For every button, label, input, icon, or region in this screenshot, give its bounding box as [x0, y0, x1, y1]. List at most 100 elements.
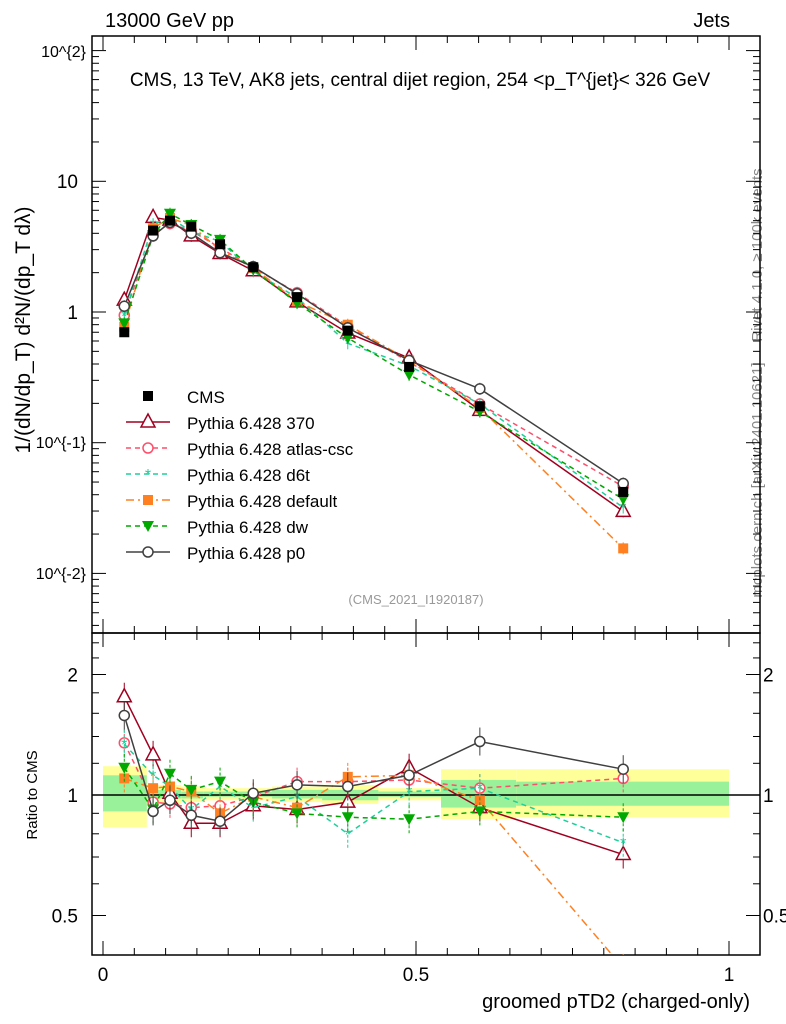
y-tick-label: 1 — [67, 303, 78, 324]
marker-star: * — [145, 467, 151, 484]
marker-triangle — [116, 687, 133, 703]
marker-data — [215, 239, 226, 250]
y-tick-label: 10^{2} — [41, 44, 87, 61]
ratio-tick-label-right: 2 — [763, 666, 774, 687]
ratio-series-dw — [118, 753, 630, 834]
y-tick-label: 10^{-1} — [36, 435, 87, 452]
marker-triangle-down — [185, 784, 198, 796]
marker-data — [164, 215, 175, 226]
marker-star: * — [121, 309, 127, 326]
marker-circle — [185, 809, 198, 822]
marker-triangle-down — [617, 812, 630, 824]
y-axis-label: 1/(dN/dp_T) d²N/(dp_T dλ) — [12, 206, 35, 453]
marker-data — [148, 225, 159, 236]
series-dw — [118, 207, 630, 506]
marker-star: * — [345, 336, 351, 353]
marker-triangle-down — [214, 776, 227, 788]
x-tick-label: 0 — [98, 965, 109, 986]
series-line — [123, 212, 624, 500]
legend-label-cms: CMS — [187, 388, 225, 407]
marker-square — [148, 783, 159, 794]
marker-circle — [147, 805, 159, 818]
marker-triangle-down — [341, 812, 354, 824]
x-tick-label: 1 — [724, 965, 735, 986]
marker-circle — [118, 709, 131, 722]
marker-triangle-down — [473, 806, 486, 818]
ratio-band-stat — [203, 791, 235, 797]
marker-triangle-down — [142, 521, 154, 532]
legend-label: Pythia 6.428 d6t — [187, 466, 310, 485]
marker-star: * — [477, 781, 483, 798]
mcplots-label: mcplots.cern.ch [arXiv:2401.10621] — [749, 362, 766, 597]
header-right: Jets — [693, 10, 730, 32]
marker-data — [143, 391, 153, 401]
analysis-label: (CMS_2021_I1920187) — [348, 592, 483, 607]
legend: CMS Pythia 6.428 370 Pythia 6.428 atlas-cs… — [126, 388, 354, 563]
marker-circle — [142, 546, 154, 558]
marker-square — [143, 495, 153, 505]
marker-circle — [474, 383, 486, 395]
ratio-tick-label-right: 0.5 — [763, 907, 786, 928]
marker-triangle-down — [118, 318, 131, 330]
ratio-tick-label: 1 — [67, 786, 78, 807]
marker-star: * — [121, 737, 127, 754]
marker-triangle — [614, 844, 632, 861]
rivet-label: Rivet 4.1.0, ≥ 100k events — [749, 168, 766, 341]
marker-triangle-down — [163, 768, 176, 780]
legend-label: Pythia 6.428 p0 — [187, 544, 305, 563]
y-tick-label: 10 — [57, 172, 78, 193]
ratio-tick-label: 0.5 — [52, 907, 78, 928]
series-cms — [119, 215, 629, 497]
marker-data — [292, 292, 303, 303]
marker-triangle-down — [118, 762, 131, 774]
marker-star: * — [620, 836, 626, 853]
marker-data — [119, 327, 130, 338]
marker-square — [119, 773, 130, 784]
marker-circle — [617, 763, 629, 775]
marker-circle — [214, 815, 226, 827]
marker-data — [404, 361, 415, 372]
marker-square — [618, 543, 629, 554]
marker-circle — [247, 787, 259, 800]
marker-triangle-down — [291, 808, 304, 820]
marker-circle — [403, 769, 415, 782]
marker-triangle-down — [617, 494, 630, 506]
marker-circle — [164, 794, 176, 807]
marker-data — [342, 325, 353, 336]
marker-star: * — [345, 827, 351, 844]
chart-title: CMS, 13 TeV, AK8 jets, central dijet reg… — [130, 70, 711, 91]
marker-triangle — [139, 412, 157, 428]
marker-triangle — [144, 745, 162, 761]
legend-label: Pythia 6.428 atlas-csc — [187, 440, 354, 459]
marker-star: * — [406, 785, 412, 802]
marker-circle — [474, 735, 486, 748]
marker-data — [474, 401, 485, 412]
marker-triangle-down — [341, 332, 354, 344]
ratio-band-stat — [516, 781, 729, 806]
y-tick-label: 10^{-2} — [36, 566, 87, 583]
header-left: 13000 GeV pp — [105, 10, 234, 32]
series-line — [123, 217, 624, 509]
marker-circle — [142, 442, 154, 454]
legend-label: Pythia 6.428 dw — [187, 518, 309, 537]
marker-data — [186, 221, 197, 232]
marker-triangle-down — [403, 369, 416, 381]
marker-data — [618, 486, 629, 497]
ratio-band-stat — [378, 791, 442, 797]
marker-square — [618, 963, 628, 973]
ratio-y-axis-label: Ratio to CMS — [24, 750, 41, 839]
ratio-series-p0 — [118, 701, 629, 836]
legend-label: Pythia 6.428 370 — [187, 414, 315, 433]
legend-label: Pythia 6.428 default — [187, 492, 338, 511]
ratio-frame — [91, 632, 761, 956]
marker-circle — [118, 300, 131, 313]
marker-star: * — [620, 501, 626, 518]
marker-square — [292, 802, 303, 813]
ratio-tick-label-right: 1 — [763, 786, 774, 807]
marker-triangle-down — [403, 814, 416, 826]
marker-triangle — [339, 792, 357, 808]
marker-triangle-down — [163, 208, 176, 220]
x-axis-label: groomed pTD2 (charged-only) — [482, 991, 750, 1013]
marker-circle — [291, 779, 303, 791]
